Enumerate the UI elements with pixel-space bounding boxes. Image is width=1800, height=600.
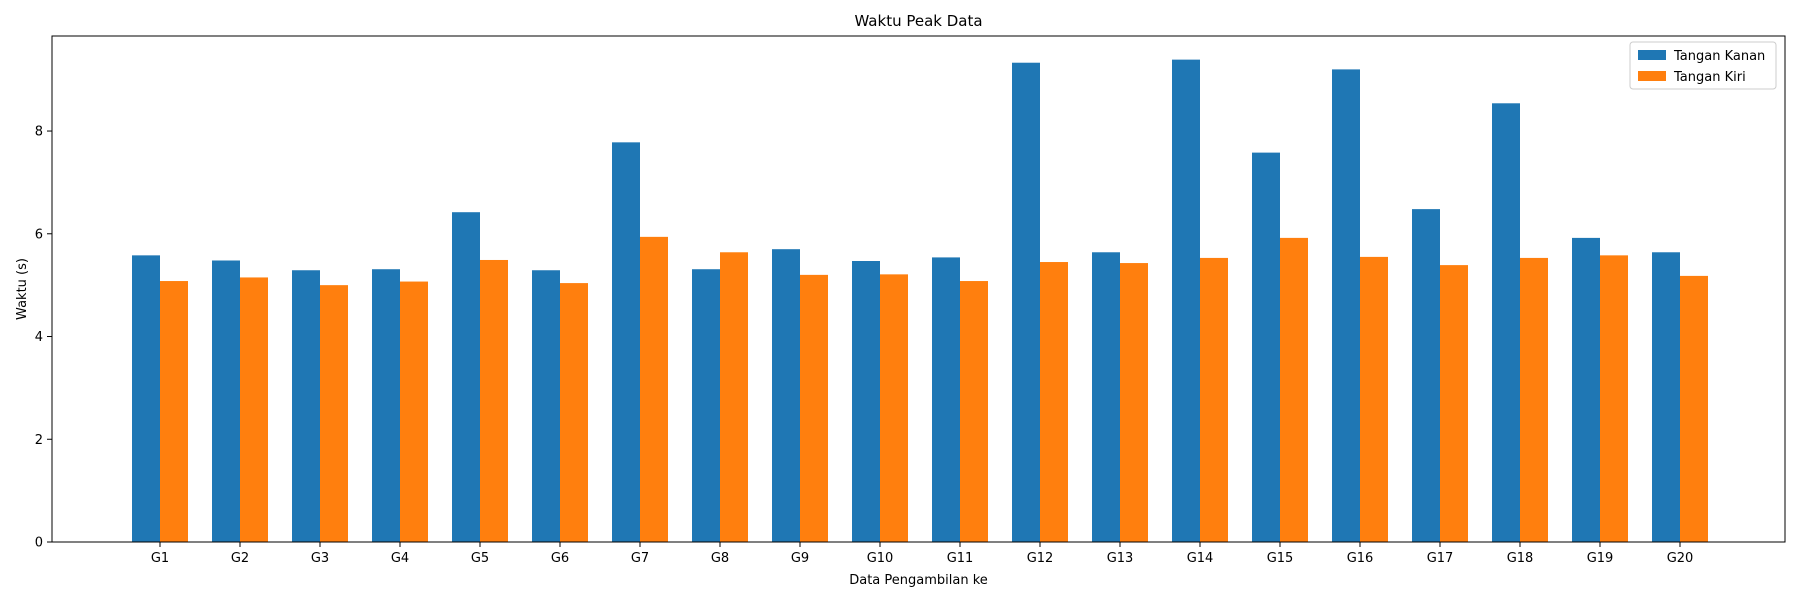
- y-tick-label: 6: [35, 227, 43, 242]
- bar-tangan-kanan-g3: [292, 270, 320, 542]
- bar-tangan-kiri-g3: [320, 285, 348, 542]
- bar-tangan-kiri-g16: [1360, 256, 1388, 542]
- bar-tangan-kanan-g7: [612, 142, 640, 543]
- axes-group: 0 2 4 6 8 G1 G2 G3 G4 G5 G6 G7 G8 G9 G10 G11 G12 G13 G14 G1…: [35, 35, 1786, 566]
- x-tick-label: G5: [471, 551, 489, 566]
- bar-tangan-kiri-g9: [800, 274, 828, 542]
- bars-group: [132, 59, 1708, 543]
- bar-tangan-kanan-g11: [932, 257, 960, 542]
- x-tick-label: G9: [791, 551, 809, 566]
- legend-box: [1629, 41, 1777, 90]
- y-axis-label: Waktu (s): [15, 258, 30, 320]
- bar-tangan-kiri-g11: [960, 281, 988, 542]
- y-tick-label: 0: [35, 536, 43, 551]
- legend-label: Tangan Kanan: [1673, 49, 1765, 64]
- bar-tangan-kiri-g7: [640, 236, 668, 542]
- bar-tangan-kiri-g17: [1440, 265, 1468, 542]
- bar-tangan-kiri-g8: [720, 252, 748, 542]
- x-tick-label: G16: [1347, 551, 1374, 566]
- bar-tangan-kiri-g19: [1600, 255, 1628, 542]
- bar-tangan-kanan-g12: [1012, 62, 1040, 543]
- bar-tangan-kanan-g5: [452, 212, 480, 542]
- bar-tangan-kanan-g8: [692, 269, 720, 542]
- bar-tangan-kanan-g2: [212, 260, 240, 542]
- bar-tangan-kanan-g17: [1412, 209, 1440, 542]
- bar-tangan-kanan-g4: [372, 269, 400, 542]
- bar-tangan-kanan-g9: [772, 249, 800, 543]
- bar-tangan-kanan-g6: [532, 270, 560, 542]
- x-tick-label: G3: [311, 551, 329, 566]
- y-tick-label: 8: [35, 125, 43, 140]
- bar-tangan-kanan-g14: [1172, 59, 1200, 542]
- legend: Tangan Kanan Tangan Kiri: [1629, 41, 1777, 90]
- bar-tangan-kanan-g15: [1252, 152, 1280, 543]
- x-tick-label: G4: [391, 551, 409, 566]
- bar-tangan-kiri-g12: [1040, 262, 1068, 542]
- bar-tangan-kiri-g5: [480, 259, 508, 542]
- x-tick-label: G2: [231, 551, 249, 566]
- bar-tangan-kiri-g14: [1200, 257, 1228, 542]
- x-tick-label: G18: [1507, 551, 1534, 566]
- bar-tangan-kiri-g4: [400, 281, 428, 542]
- bar-tangan-kiri-g15: [1280, 237, 1308, 542]
- plot-frame: [51, 35, 1786, 543]
- x-tick-label: G11: [947, 551, 974, 566]
- x-tick-label: G10: [867, 551, 894, 566]
- x-tick-label: G1: [151, 551, 169, 566]
- chart-title: Waktu Peak Data: [854, 12, 982, 30]
- bar-tangan-kiri-g20: [1680, 275, 1708, 542]
- bar-tangan-kiri-g1: [160, 281, 188, 542]
- x-tick-label: G13: [1107, 551, 1134, 566]
- x-tick-label: G20: [1667, 551, 1694, 566]
- x-tick-label: G17: [1427, 551, 1454, 566]
- x-tick-label: G6: [551, 551, 569, 566]
- x-tick-label: G12: [1027, 551, 1054, 566]
- y-tick-label: 2: [35, 433, 43, 448]
- x-tick-label: G14: [1187, 551, 1214, 566]
- bar-tangan-kanan-g18: [1492, 103, 1520, 542]
- bar-tangan-kiri-g18: [1520, 257, 1548, 542]
- bar-tangan-kanan-g19: [1572, 237, 1600, 542]
- x-tick-label: G19: [1587, 551, 1614, 566]
- bar-tangan-kanan-g20: [1652, 252, 1680, 542]
- bar-tangan-kiri-g13: [1120, 263, 1148, 542]
- y-tick-label: 4: [35, 330, 43, 345]
- legend-label: Tangan Kiri: [1673, 70, 1746, 85]
- legend-swatch: [1638, 50, 1666, 60]
- bar-tangan-kiri-g10: [880, 274, 908, 542]
- bar-tangan-kiri-g6: [560, 283, 588, 542]
- x-tick-label: G8: [711, 551, 729, 566]
- legend-swatch: [1638, 71, 1666, 81]
- bar-tangan-kanan-g1: [132, 255, 160, 542]
- x-tick-label: G15: [1267, 551, 1294, 566]
- bar-tangan-kanan-g13: [1092, 252, 1120, 542]
- bar-tangan-kanan-g10: [852, 261, 880, 542]
- bar-tangan-kiri-g2: [240, 277, 268, 542]
- x-tick-label: G7: [631, 551, 649, 566]
- bar-tangan-kanan-g16: [1332, 69, 1360, 542]
- x-axis-label: Data Pengambilan ke: [849, 573, 988, 588]
